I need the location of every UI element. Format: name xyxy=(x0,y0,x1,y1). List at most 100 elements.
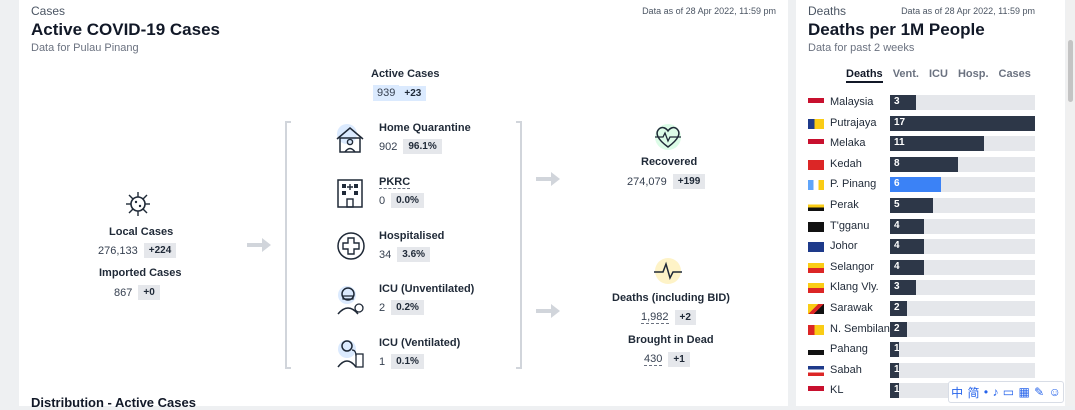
ime-audio-icon[interactable]: ♪ xyxy=(992,385,999,399)
tab-deaths[interactable]: Deaths xyxy=(846,68,883,83)
state-row[interactable]: Pahang 1 xyxy=(808,342,1036,358)
state-name: Selangor xyxy=(830,260,875,273)
state-row[interactable]: Putrajaya 17 xyxy=(808,115,1036,132)
panel-subtitle: Data for past 2 weeks xyxy=(808,42,915,54)
bar-value: 17 xyxy=(894,116,906,128)
tab-vent[interactable]: Vent. xyxy=(892,68,919,80)
imported-cases-delta: +0 xyxy=(138,285,160,300)
bar-value: 3 xyxy=(894,96,900,107)
bar-track: 5 xyxy=(890,198,1035,213)
ime-punctuation-icon[interactable]: • xyxy=(983,385,989,399)
ime-toolbox-icon[interactable]: ▦ xyxy=(1018,385,1030,399)
bar-track: 3 xyxy=(890,95,1035,110)
bar-value: 1 xyxy=(894,343,900,355)
panel-kicker: Cases xyxy=(31,4,66,18)
ime-keyboard-icon[interactable]: ▭ xyxy=(1002,385,1015,399)
bar-fill xyxy=(890,136,984,152)
category-row: 2 0.2% xyxy=(379,300,424,315)
section-heading-distribution: Distribution - Active Cases xyxy=(31,395,196,410)
state-name: Perak xyxy=(830,199,859,211)
bar-value: 1 xyxy=(894,384,900,396)
bar-track: 4 xyxy=(890,239,1035,255)
flag-icon xyxy=(808,118,824,129)
state-row[interactable]: Kedah 8 xyxy=(808,156,1036,173)
flag-icon xyxy=(808,324,824,335)
category-value: 0 xyxy=(379,194,386,207)
flag-icon xyxy=(808,139,824,150)
metric-tabs: Deaths Vent. ICU Hosp. Cases xyxy=(846,68,1031,83)
state-name: P. Pinang xyxy=(830,178,877,191)
page-scrollbar[interactable] xyxy=(1066,0,1075,406)
state-name: Klang Vly. xyxy=(830,281,879,294)
category-label: ICU (Ventilated) xyxy=(379,337,461,349)
category-pct: 0.2% xyxy=(391,300,424,315)
panel-kicker: Deaths xyxy=(808,4,847,18)
active-cases-delta: +23 xyxy=(399,85,427,101)
arrow-right-icon xyxy=(536,172,560,186)
category-pct: 0.0% xyxy=(391,193,424,208)
panel-subtitle: Data for Pulau Pinang xyxy=(31,42,139,54)
local-cases-row: 276,133 +224 xyxy=(98,243,177,258)
flag-icon xyxy=(808,304,824,314)
bracket-right xyxy=(516,121,522,369)
deaths-value[interactable]: 1,982 xyxy=(641,311,669,324)
scrollbar-thumb[interactable] xyxy=(1068,40,1073,102)
tab-icu[interactable]: ICU xyxy=(928,68,948,80)
state-row[interactable]: Sarawak 2 xyxy=(808,301,1036,317)
active-cases-value: 939 xyxy=(373,85,400,101)
deaths-panel: Deaths Deaths per 1M People Data for pas… xyxy=(796,0,1065,406)
category-pct: 0.1% xyxy=(391,354,424,369)
state-name: Pahang xyxy=(830,343,868,356)
category-label: Home Quarantine xyxy=(379,122,471,134)
state-row[interactable]: Selangor 4 xyxy=(808,259,1036,276)
deaths-label: Deaths (including BID) xyxy=(612,292,730,304)
state-row[interactable]: Johor 4 xyxy=(808,239,1036,255)
ime-toolbar[interactable]: 中 简 • ♪ ▭ ▦ ✎ ☺ xyxy=(948,381,1064,403)
tab-hosp[interactable]: Hosp. xyxy=(957,68,989,80)
ime-lang-toggle[interactable]: 中 xyxy=(951,385,964,400)
medical-cross-icon xyxy=(335,230,367,267)
deaths-delta: +2 xyxy=(674,310,696,325)
panel-title: Active COVID-19 Cases xyxy=(31,20,220,39)
recovered-value: 274,079 xyxy=(627,175,667,188)
category-label[interactable]: PKRC xyxy=(379,176,411,189)
tab-cases[interactable]: Cases xyxy=(998,68,1031,80)
bar-value: 8 xyxy=(894,157,900,169)
category-row: 902 96.1% xyxy=(379,139,442,154)
ime-simplified-toggle[interactable]: 简 xyxy=(967,385,980,400)
flag-icon xyxy=(808,221,824,232)
ime-emoji-icon[interactable]: ☺ xyxy=(1048,385,1061,399)
heartbeat-icon xyxy=(651,122,685,157)
bar-fill xyxy=(890,177,942,193)
active-cases-value-row: 939 +23 xyxy=(373,85,427,101)
bar-track: 17 xyxy=(890,115,1035,131)
bar-fill xyxy=(890,362,899,378)
patient-mask-icon xyxy=(333,283,367,322)
state-row[interactable]: Perak 5 xyxy=(808,198,1036,214)
bar-fill xyxy=(890,321,908,337)
state-row[interactable]: T'gganu 4 xyxy=(808,218,1036,235)
bar-track: 6 xyxy=(890,177,1035,193)
bar-fill xyxy=(890,383,899,399)
bar-fill xyxy=(890,342,899,358)
state-name: Sabah xyxy=(830,363,862,376)
bar-value: 5 xyxy=(894,199,900,210)
state-name: KL xyxy=(830,384,844,397)
state-row[interactable]: Sabah 1 xyxy=(808,362,1036,379)
state-row[interactable]: N. Sembilan 2 xyxy=(808,321,1036,338)
state-row[interactable]: Malaysia 3 xyxy=(808,95,1036,111)
state-row[interactable]: Klang Vly. 3 xyxy=(808,280,1036,296)
state-row[interactable]: Melaka 11 xyxy=(808,136,1036,152)
category-value: 2 xyxy=(379,301,386,314)
ime-skin-icon[interactable]: ✎ xyxy=(1034,385,1045,399)
bar-value: 2 xyxy=(894,302,900,313)
building-icon xyxy=(333,176,367,215)
bid-delta: +1 xyxy=(668,352,690,367)
bid-value[interactable]: 430 xyxy=(644,353,663,366)
state-row[interactable]: P. Pinang 6 xyxy=(808,177,1036,193)
bar-fill xyxy=(890,95,916,110)
panel-title: Deaths per 1M People xyxy=(808,20,985,39)
category-pct: 3.6% xyxy=(397,247,431,262)
as-of-timestamp: Data as of 28 Apr 2022, 11:59 pm xyxy=(901,6,1035,16)
deaths-row: 1,982 +2 xyxy=(641,310,696,325)
